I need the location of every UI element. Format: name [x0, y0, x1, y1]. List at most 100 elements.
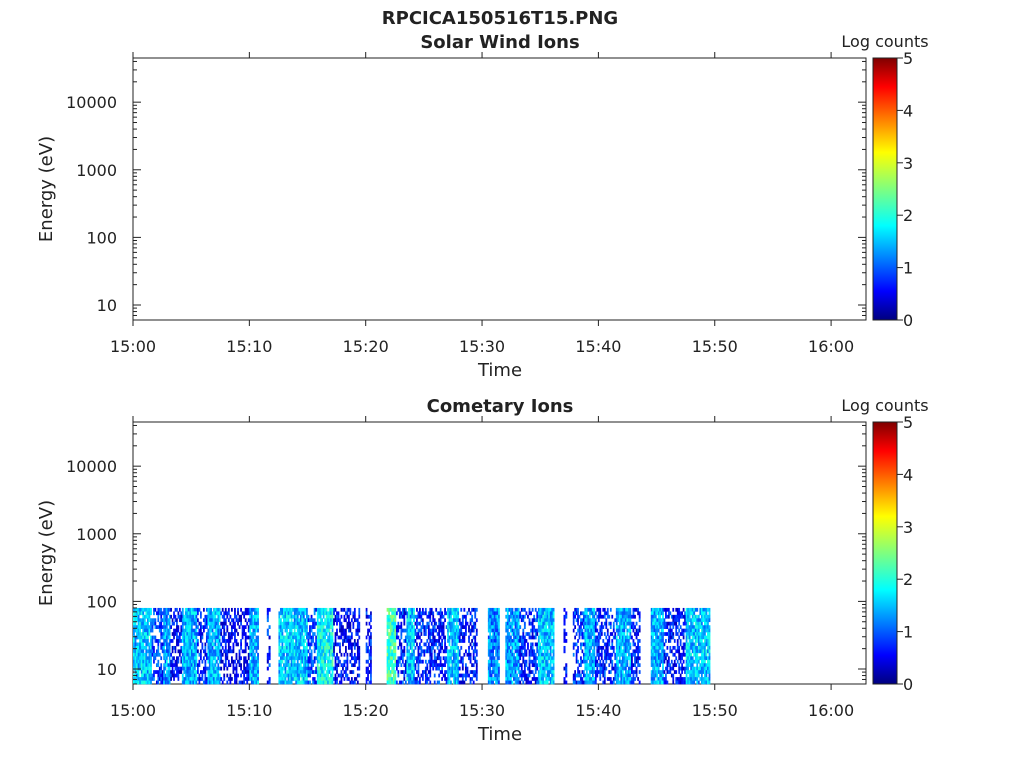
spectrogram-cell	[140, 670, 143, 674]
spectrogram-cell	[186, 625, 189, 629]
spectrogram-cell	[452, 618, 455, 623]
spectrogram-cell	[304, 670, 307, 674]
spectrogram-cell	[438, 632, 441, 636]
spectrogram-cell	[603, 663, 606, 668]
spectrogram-cell	[142, 659, 145, 664]
spectrogram-cell	[508, 677, 511, 681]
spectrogram-cell	[593, 621, 596, 626]
spectrogram-cell	[299, 614, 302, 619]
spectrogram-cell	[153, 611, 155, 616]
spectrogram-cell	[495, 639, 497, 643]
spectrogram-cell	[187, 611, 190, 616]
spectrogram-cell	[400, 663, 403, 668]
spectrogram-cell	[623, 611, 626, 616]
spectrogram-cell	[204, 666, 207, 671]
spectrogram-cell	[250, 652, 253, 657]
spectrogram-cell	[232, 659, 235, 664]
spectrogram-cell	[436, 645, 439, 650]
spectrogram-cell	[398, 639, 401, 643]
spectrogram-cell	[659, 670, 662, 674]
spectrogram-cell	[142, 656, 145, 661]
spectrogram-cell	[537, 680, 540, 685]
spectrogram-cell	[302, 618, 305, 623]
spectrogram-cell	[321, 645, 324, 650]
spectrogram-cell	[599, 625, 602, 629]
spectrogram-cell	[464, 621, 467, 626]
spectrogram-cell	[489, 666, 492, 671]
spectrogram-cell	[614, 618, 617, 623]
spectrogram-cell	[464, 632, 467, 636]
spectrogram-cell	[163, 680, 165, 685]
spectrogram-cell	[447, 659, 449, 664]
spectrogram-cell	[352, 670, 355, 674]
spectrogram-cell	[540, 645, 543, 650]
spectrogram-cell	[536, 611, 539, 616]
spectrogram-cell	[186, 680, 189, 685]
spectrogram-cell	[293, 656, 296, 661]
spectrogram-cell	[327, 611, 329, 616]
spectrogram-cell	[319, 652, 322, 657]
spectrogram-cell	[296, 614, 299, 619]
spectrogram-cell	[164, 611, 167, 616]
spectrogram-cell	[168, 645, 171, 650]
spectrogram-cell	[657, 677, 660, 681]
spectrogram-cell	[629, 607, 632, 612]
spectrogram-cell	[454, 652, 457, 657]
spectrogram-cell	[331, 632, 334, 636]
spectrogram-cell	[195, 645, 198, 650]
spectrogram-cell	[614, 663, 617, 668]
spectrogram-cell	[659, 607, 662, 612]
spectrogram-cell	[318, 645, 321, 650]
spectrogram-cell	[305, 625, 308, 629]
spectrogram-cell	[246, 670, 249, 674]
spectrogram-cell	[394, 621, 397, 626]
spectrogram-cell	[546, 663, 549, 668]
spectrogram-cell	[620, 611, 623, 616]
spectrogram-cell	[220, 621, 223, 626]
spectrogram-cell	[201, 677, 204, 681]
spectrogram-cell	[439, 625, 442, 629]
spectrogram-cell	[578, 663, 581, 668]
spectrogram-cell	[496, 652, 499, 657]
spectrogram-cell	[408, 663, 410, 668]
spectrogram-cell	[667, 670, 670, 674]
spectrogram-cell	[217, 677, 220, 681]
spectrogram-cell	[316, 649, 319, 654]
spectrogram-cell	[292, 642, 295, 647]
spectrogram-cell	[514, 614, 517, 619]
spectrogram-cell	[302, 677, 305, 681]
spectrogram-cell	[158, 628, 161, 633]
spectrogram-cell	[176, 666, 178, 671]
spectrogram-cell	[620, 621, 623, 626]
spectrogram-cell	[513, 645, 515, 650]
spectrogram-cell	[189, 663, 192, 668]
spectrogram-cell	[386, 659, 389, 664]
spectrogram-cell	[611, 614, 614, 619]
spectrogram-cell	[189, 670, 192, 674]
spectrogram-cell	[435, 621, 438, 626]
spectrogram-cell	[457, 632, 460, 636]
spectrogram-cell	[349, 621, 352, 626]
spectrogram-cell	[345, 645, 347, 650]
spectrogram-cell	[284, 618, 287, 623]
spectrogram-cell	[284, 649, 287, 654]
spectrogram-cell	[655, 652, 657, 657]
spectrogram-cell	[629, 642, 632, 647]
spectrogram-cell	[597, 642, 600, 647]
spectrogram-cell	[190, 607, 193, 612]
spectrogram-cell	[325, 673, 328, 678]
spectrogram-cell	[177, 670, 180, 674]
spectrogram-cell	[342, 663, 344, 668]
spectrogram-cell	[238, 656, 241, 661]
spectrogram-cell	[151, 625, 154, 629]
spectrogram-cell	[199, 649, 202, 654]
spectrogram-cell	[146, 628, 149, 633]
spectrogram-cell	[609, 632, 612, 636]
spectrogram-cell	[298, 673, 301, 678]
spectrogram-cell	[539, 632, 542, 636]
spectrogram-cell	[195, 618, 198, 623]
spectrogram-cell	[367, 677, 369, 681]
spectrogram-cell	[184, 673, 187, 678]
spectrogram-cell	[442, 625, 445, 629]
spectrogram-cell	[133, 645, 135, 650]
